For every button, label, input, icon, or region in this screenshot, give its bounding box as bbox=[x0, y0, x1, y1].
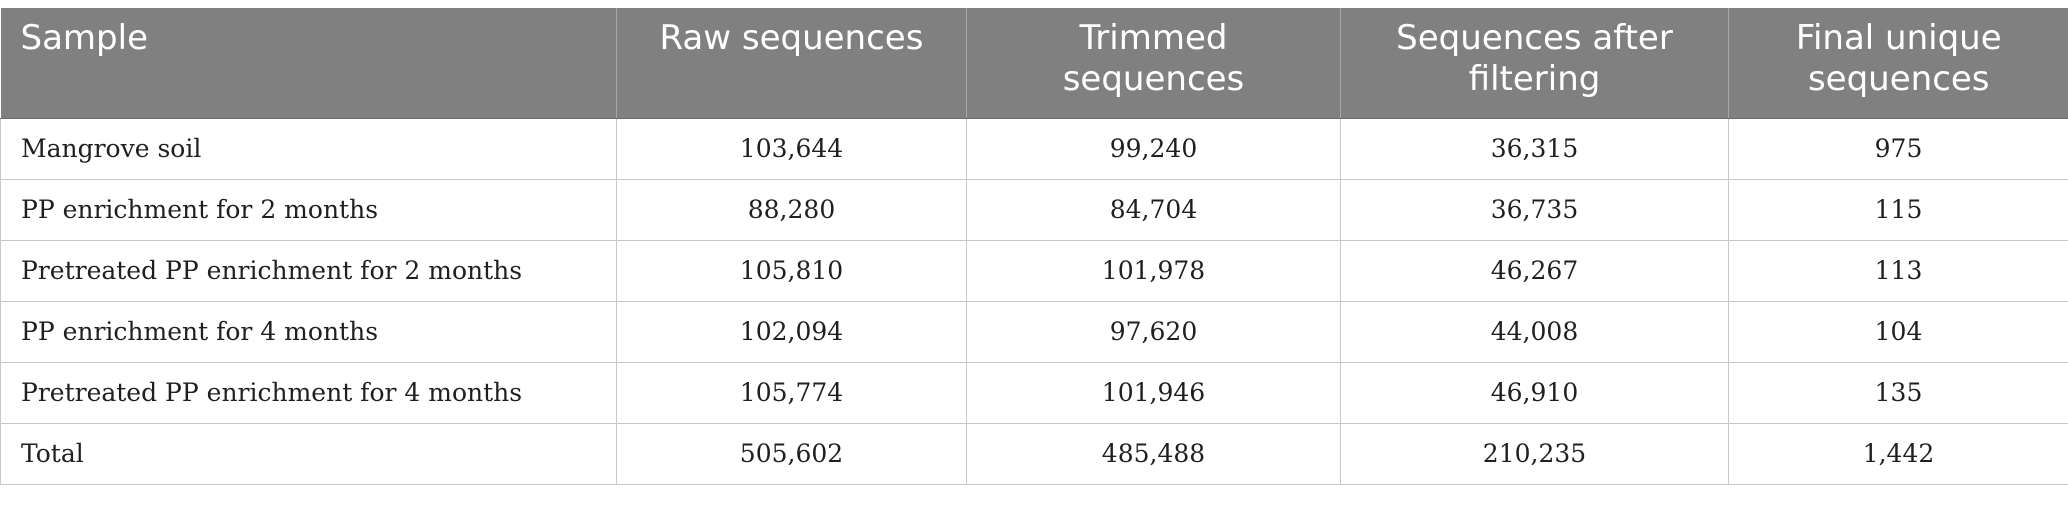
table-row: PP enrichment for 4 months 102,094 97,62… bbox=[0, 301, 2068, 363]
cell-sample: Pretreated PP enrichment for 2 months bbox=[0, 240, 617, 302]
table-row-total: Total 505,602 485,488 210,235 1,442 bbox=[0, 423, 2068, 485]
cell-final-unique-sequences: 113 bbox=[1728, 240, 2068, 302]
header-trimmed-sequences: Trimmed sequences bbox=[966, 8, 1341, 119]
cell-final-unique-sequences: 1,442 bbox=[1728, 423, 2068, 485]
cell-sequences-after-filtering: 36,315 bbox=[1340, 118, 1729, 180]
table-row: Pretreated PP enrichment for 2 months 10… bbox=[0, 240, 2068, 302]
table-row: Mangrove soil 103,644 99,240 36,315 975 bbox=[0, 118, 2068, 180]
cell-sequences-after-filtering: 46,267 bbox=[1340, 240, 1729, 302]
table-header: Sample Raw sequences Trimmed sequences S… bbox=[0, 8, 2068, 119]
cell-trimmed-sequences: 97,620 bbox=[966, 301, 1341, 363]
cell-sequences-after-filtering: 210,235 bbox=[1340, 423, 1729, 485]
cell-raw-sequences: 88,280 bbox=[616, 179, 967, 241]
cell-trimmed-sequences: 84,704 bbox=[966, 179, 1341, 241]
cell-trimmed-sequences: 101,946 bbox=[966, 362, 1341, 424]
cell-final-unique-sequences: 104 bbox=[1728, 301, 2068, 363]
cell-sequences-after-filtering: 36,735 bbox=[1340, 179, 1729, 241]
cell-raw-sequences: 102,094 bbox=[616, 301, 967, 363]
cell-sample: PP enrichment for 2 months bbox=[0, 179, 617, 241]
sequence-table: Sample Raw sequences Trimmed sequences S… bbox=[0, 8, 2068, 485]
table-row: PP enrichment for 2 months 88,280 84,704… bbox=[0, 179, 2068, 241]
cell-raw-sequences: 105,810 bbox=[616, 240, 967, 302]
cell-raw-sequences: 505,602 bbox=[616, 423, 967, 485]
cell-trimmed-sequences: 101,978 bbox=[966, 240, 1341, 302]
cell-final-unique-sequences: 135 bbox=[1728, 362, 2068, 424]
table-row: Pretreated PP enrichment for 4 months 10… bbox=[0, 362, 2068, 424]
cell-sample: PP enrichment for 4 months bbox=[0, 301, 617, 363]
cell-sample: Mangrove soil bbox=[0, 118, 617, 180]
cell-sequences-after-filtering: 46,910 bbox=[1340, 362, 1729, 424]
cell-raw-sequences: 105,774 bbox=[616, 362, 967, 424]
header-row: Sample Raw sequences Trimmed sequences S… bbox=[0, 8, 2068, 119]
header-sample: Sample bbox=[0, 8, 617, 119]
cell-final-unique-sequences: 975 bbox=[1728, 118, 2068, 180]
cell-sample: Pretreated PP enrichment for 4 months bbox=[0, 362, 617, 424]
table-body: Mangrove soil 103,644 99,240 36,315 975 … bbox=[0, 118, 2068, 485]
header-raw-sequences: Raw sequences bbox=[616, 8, 967, 119]
cell-sample: Total bbox=[0, 423, 617, 485]
cell-trimmed-sequences: 99,240 bbox=[966, 118, 1341, 180]
header-final-unique-sequences: Final unique sequences bbox=[1728, 8, 2068, 119]
cell-trimmed-sequences: 485,488 bbox=[966, 423, 1341, 485]
sequence-table-container: Sample Raw sequences Trimmed sequences S… bbox=[0, 8, 2068, 485]
cell-final-unique-sequences: 115 bbox=[1728, 179, 2068, 241]
cell-sequences-after-filtering: 44,008 bbox=[1340, 301, 1729, 363]
cell-raw-sequences: 103,644 bbox=[616, 118, 967, 180]
header-sequences-after-filtering: Sequences after filtering bbox=[1340, 8, 1729, 119]
